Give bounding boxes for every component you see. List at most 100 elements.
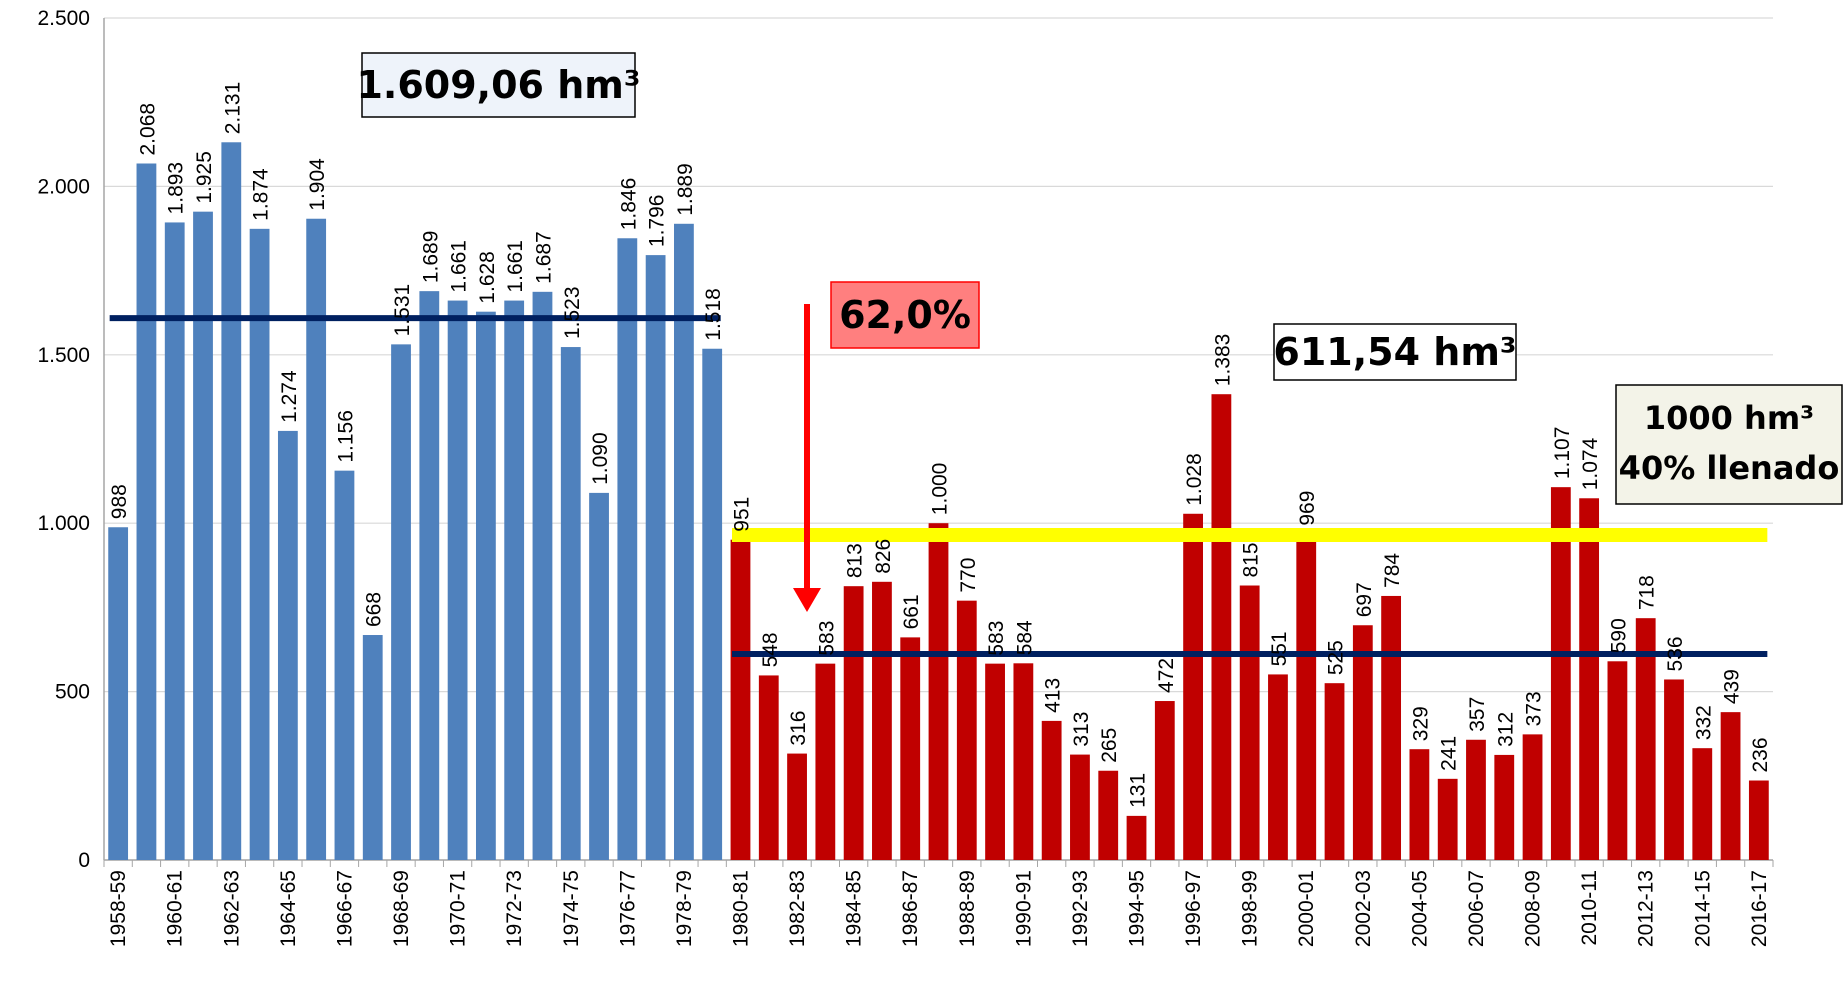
bar (1324, 683, 1345, 860)
data-label: 590 (1607, 618, 1630, 653)
bar (674, 223, 694, 861)
data-label: 1.028 (1183, 453, 1206, 506)
bar (1352, 625, 1373, 860)
data-label: 584 (1013, 620, 1036, 655)
x-tick-label: 2014-15 (1691, 870, 1714, 947)
bar (334, 470, 355, 860)
bar (730, 539, 751, 860)
x-tick-label: 1998-99 (1239, 870, 1262, 947)
data-label: 329 (1409, 706, 1432, 741)
bar (645, 255, 666, 861)
x-tick-label: 1976-77 (616, 870, 639, 947)
x-tick-label: 1974-75 (560, 870, 583, 947)
data-label: 472 (1155, 658, 1178, 693)
data-label: 951 (730, 497, 753, 532)
data-label: 988 (108, 484, 131, 519)
bar (1550, 487, 1571, 860)
data-label: 1.628 (476, 251, 499, 304)
bar (1522, 734, 1543, 860)
bar (108, 527, 129, 860)
data-label: 1.523 (561, 286, 584, 339)
data-label: 583 (815, 621, 838, 656)
annotation-box (1273, 323, 1517, 381)
data-label: 815 (1240, 542, 1263, 577)
annotation-box (361, 52, 636, 118)
x-tick-label: 2004-05 (1408, 870, 1431, 947)
y-tick-label: 0 (78, 849, 90, 872)
bar (277, 430, 298, 860)
bar (475, 311, 496, 861)
annotation-text: 611,54 hm³ (1273, 330, 1516, 374)
bar (1607, 661, 1628, 860)
data-label: 2.068 (136, 103, 159, 156)
x-tick-label: 1968-69 (390, 870, 413, 947)
x-tick-label: 1972-73 (503, 870, 526, 947)
bar (702, 348, 723, 860)
data-label: 1.661 (504, 240, 527, 293)
data-label: 236 (1749, 737, 1772, 772)
data-label: 357 (1466, 697, 1489, 732)
bar (589, 492, 609, 860)
bar (306, 218, 327, 861)
y-tick-label: 2.500 (37, 7, 90, 30)
bar (1720, 712, 1741, 860)
data-label: 332 (1692, 705, 1715, 740)
y-tick-label: 2.000 (37, 175, 90, 198)
data-label: 813 (844, 543, 867, 578)
data-label: 312 (1494, 712, 1517, 747)
bar (617, 238, 638, 860)
bar (900, 637, 921, 860)
data-label: 1.846 (617, 178, 640, 231)
data-label: 1.518 (702, 288, 725, 341)
data-label: 536 (1664, 636, 1687, 671)
bar (249, 228, 270, 861)
y-tick-label: 500 (55, 681, 90, 704)
bar (1381, 595, 1402, 860)
bar (872, 581, 892, 860)
data-label: 1.687 (532, 231, 555, 284)
x-tick-label: 2012-13 (1635, 870, 1658, 947)
data-label: 1.925 (193, 151, 216, 204)
bar (560, 347, 581, 860)
data-label: 697 (1353, 582, 1376, 617)
bar (1296, 533, 1317, 860)
bar (787, 753, 807, 860)
bar (1098, 770, 1119, 860)
arrow-head (793, 588, 821, 612)
bar (928, 523, 949, 860)
x-tick-label: 1978-79 (673, 870, 696, 947)
x-tick-label: 1958-59 (107, 870, 130, 947)
data-label: 316 (787, 711, 810, 746)
bar (504, 300, 525, 860)
bar (1268, 674, 1288, 860)
data-label: 1.274 (278, 370, 301, 423)
data-label: 1.689 (419, 231, 442, 284)
x-tick-label: 1962-63 (220, 870, 243, 947)
annotation-text: 62,0% (839, 293, 971, 337)
data-label: 2.131 (221, 82, 244, 135)
bar (758, 675, 779, 860)
bar (1211, 394, 1232, 860)
bar (221, 142, 242, 861)
data-label: 969 (1296, 491, 1319, 526)
bar (843, 586, 864, 860)
annotation-text: 1000 hm³ (1644, 399, 1814, 437)
x-tick-label: 2002-03 (1352, 870, 1375, 947)
annotation-box (830, 281, 980, 349)
data-label: 718 (1636, 575, 1659, 610)
data-label: 373 (1523, 691, 1546, 726)
bar (419, 291, 440, 861)
data-label: 1.889 (674, 163, 697, 216)
data-label: 313 (1070, 712, 1093, 747)
bar (1466, 739, 1486, 860)
bar (1664, 679, 1684, 860)
bar (447, 300, 468, 860)
data-label: 1.904 (306, 158, 329, 211)
bar (1126, 815, 1147, 860)
x-tick-label: 1984-85 (843, 870, 866, 947)
data-label: 770 (957, 558, 980, 593)
bar (391, 344, 411, 860)
bar (1183, 513, 1203, 860)
bar (532, 291, 553, 861)
x-tick-label: 1966-67 (333, 870, 356, 947)
